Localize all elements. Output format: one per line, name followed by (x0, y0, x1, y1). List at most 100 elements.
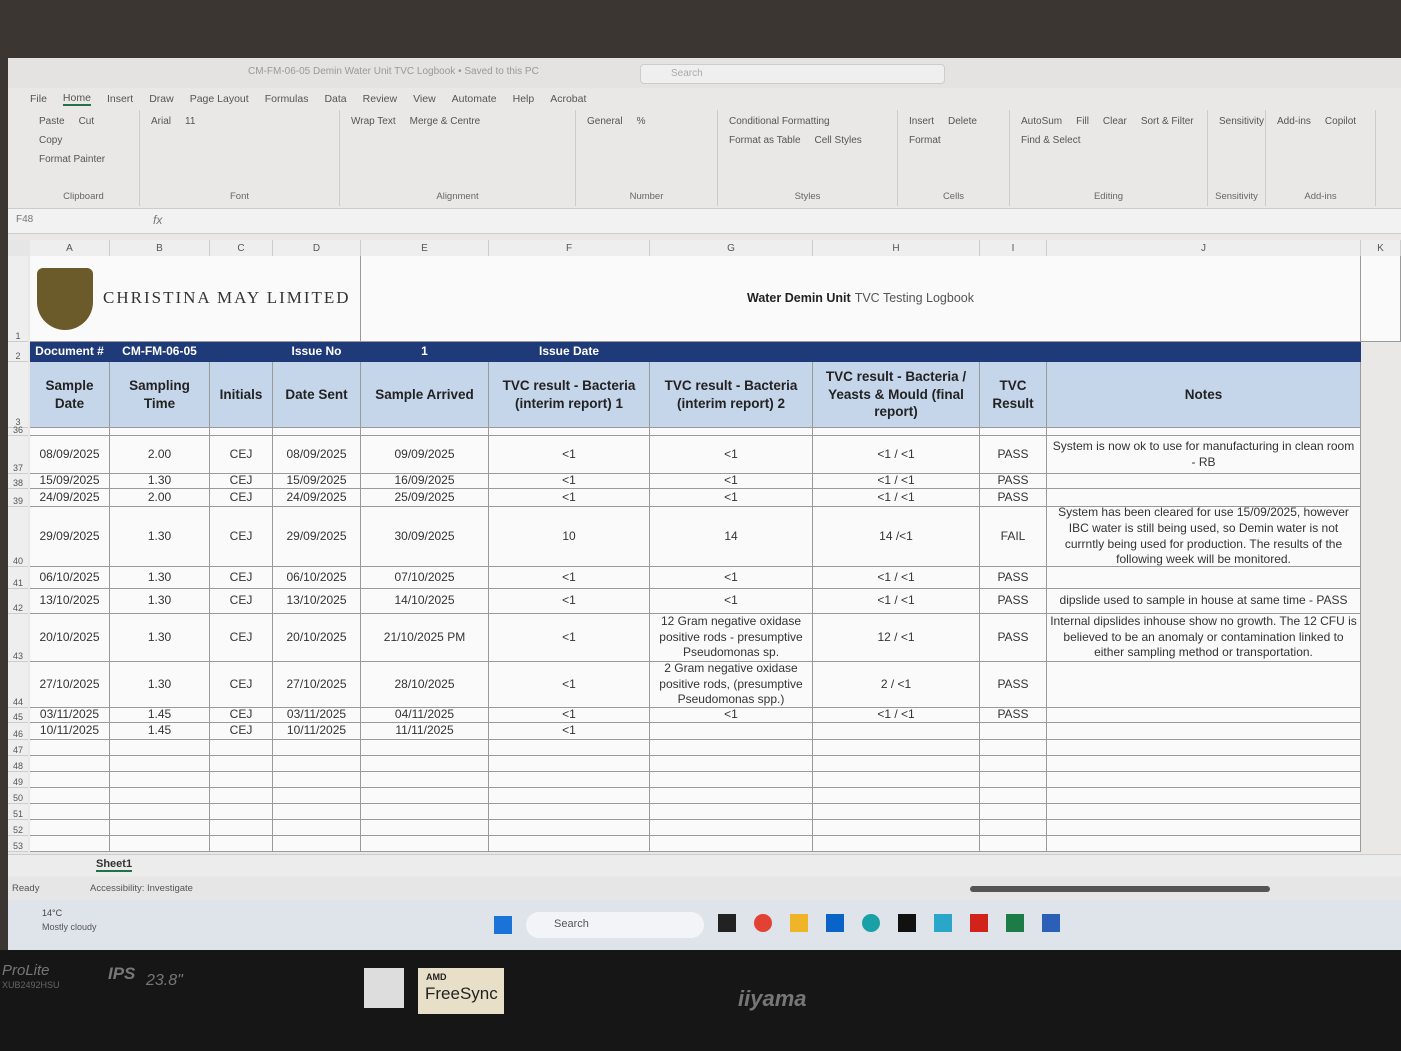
title-cell[interactable]: Water Demin Unit TVC Testing Logbook (361, 256, 1361, 342)
ribbon-button[interactable]: Add-ins (1277, 116, 1311, 127)
row-header[interactable]: 50 (8, 788, 28, 804)
ribbon-button[interactable]: Cut (78, 116, 95, 127)
cell[interactable]: System is now ok to use for manufacturin… (1047, 436, 1361, 474)
cell[interactable] (361, 836, 489, 852)
cell[interactable]: 1.30 (110, 662, 210, 708)
cell[interactable] (210, 756, 273, 772)
cell[interactable] (813, 723, 980, 740)
ribbon-tab[interactable]: Data (324, 93, 347, 105)
cell[interactable] (1047, 820, 1361, 836)
cell[interactable] (980, 428, 1047, 436)
cell[interactable]: CEJ (210, 589, 273, 614)
cell[interactable]: CEJ (210, 723, 273, 740)
cell[interactable]: PASS (980, 567, 1047, 589)
search-box[interactable]: Search (640, 64, 945, 84)
row-header[interactable]: 1 (8, 256, 28, 342)
cell[interactable]: 12 Gram negative oxidase positive rods -… (650, 614, 813, 662)
h-scrollbar[interactable] (970, 886, 1270, 892)
row-header[interactable]: 45 (8, 708, 28, 723)
cell[interactable]: 1.30 (110, 507, 210, 567)
cell[interactable]: 2.00 (110, 436, 210, 474)
cell[interactable] (489, 788, 650, 804)
cell[interactable]: PASS (980, 436, 1047, 474)
cell[interactable]: 15/09/2025 (30, 474, 110, 489)
column-title[interactable]: TVC Result (980, 362, 1047, 428)
cell[interactable] (210, 740, 273, 756)
cell[interactable] (489, 740, 650, 756)
ribbon-button[interactable]: Fill (1076, 116, 1089, 127)
row-header[interactable]: 48 (8, 756, 28, 772)
cell[interactable]: CEJ (210, 436, 273, 474)
issue-no[interactable]: 1 (361, 342, 489, 362)
cell[interactable] (273, 756, 361, 772)
row-header[interactable]: 52 (8, 820, 28, 836)
cell[interactable] (650, 772, 813, 788)
cell[interactable] (980, 804, 1047, 820)
cell[interactable] (273, 740, 361, 756)
cell[interactable]: <1 (650, 474, 813, 489)
ribbon-button[interactable]: Find & Select (1021, 135, 1081, 146)
app-icon[interactable] (1042, 914, 1060, 932)
column-title[interactable]: Sampling Time (110, 362, 210, 428)
cell[interactable]: 13/10/2025 (273, 589, 361, 614)
cell[interactable] (489, 772, 650, 788)
ribbon-tab[interactable]: Automate (451, 93, 497, 105)
column-header[interactable]: B (110, 240, 210, 256)
ribbon-tab[interactable]: Draw (149, 93, 174, 105)
start-button[interactable] (494, 916, 512, 934)
corner[interactable] (8, 240, 30, 256)
cell[interactable] (650, 836, 813, 852)
cell[interactable]: 29/09/2025 (30, 507, 110, 567)
app-icon[interactable] (826, 914, 844, 932)
column-title[interactable]: Sample Arrived (361, 362, 489, 428)
cell[interactable] (1047, 662, 1361, 708)
cell[interactable]: CEJ (210, 708, 273, 723)
cell[interactable]: 13/10/2025 (30, 589, 110, 614)
cell[interactable] (980, 723, 1047, 740)
cell[interactable]: <1 / <1 (813, 489, 980, 507)
cell[interactable] (813, 820, 980, 836)
cell[interactable]: 10 (489, 507, 650, 567)
ribbon-tab[interactable]: Insert (106, 93, 134, 105)
cell[interactable]: 24/09/2025 (273, 489, 361, 507)
row-header[interactable]: 44 (8, 662, 28, 708)
cell[interactable]: <1 (489, 474, 650, 489)
column-header[interactable]: A (30, 240, 110, 256)
sheet-tab[interactable]: Sheet1 (96, 858, 133, 872)
cell[interactable] (489, 428, 650, 436)
ribbon-tab[interactable]: Formulas (264, 93, 309, 105)
row-header[interactable]: 36 (8, 425, 28, 436)
cell[interactable]: 27/10/2025 (30, 662, 110, 708)
ribbon-button[interactable]: Arial (151, 116, 172, 127)
cell[interactable]: 20/10/2025 (273, 614, 361, 662)
row-header[interactable]: 46 (8, 723, 28, 740)
cell[interactable]: 2.00 (110, 489, 210, 507)
cell[interactable]: dipslide used to sample in house at same… (1047, 589, 1361, 614)
cell[interactable]: 25/09/2025 (361, 489, 489, 507)
doc-label[interactable]: Document # (30, 342, 110, 362)
cell[interactable]: 08/09/2025 (273, 436, 361, 474)
cell[interactable] (1047, 772, 1361, 788)
cell[interactable]: 21/10/2025 PM (361, 614, 489, 662)
row-header[interactable]: 37 (8, 436, 28, 474)
cell[interactable] (1047, 788, 1361, 804)
ribbon-tab[interactable]: Review (362, 93, 398, 105)
row-header[interactable]: 51 (8, 804, 28, 820)
cell[interactable]: <1 / <1 (813, 474, 980, 489)
column-header[interactable]: E (361, 240, 489, 256)
cell[interactable] (1047, 804, 1361, 820)
cell[interactable] (30, 428, 110, 436)
cell[interactable]: CEJ (210, 474, 273, 489)
cell[interactable]: <1 (489, 489, 650, 507)
cell[interactable]: 1.30 (110, 474, 210, 489)
cell[interactable]: PASS (980, 708, 1047, 723)
cell[interactable] (1047, 756, 1361, 772)
cell[interactable]: 1.45 (110, 723, 210, 740)
column-title[interactable]: Notes (1047, 362, 1361, 428)
cell[interactable] (110, 772, 210, 788)
cell[interactable] (650, 428, 813, 436)
cell[interactable]: 27/10/2025 (273, 662, 361, 708)
cell[interactable] (210, 836, 273, 852)
cell[interactable]: CEJ (210, 507, 273, 567)
ribbon-button[interactable]: Format Painter (39, 154, 106, 165)
